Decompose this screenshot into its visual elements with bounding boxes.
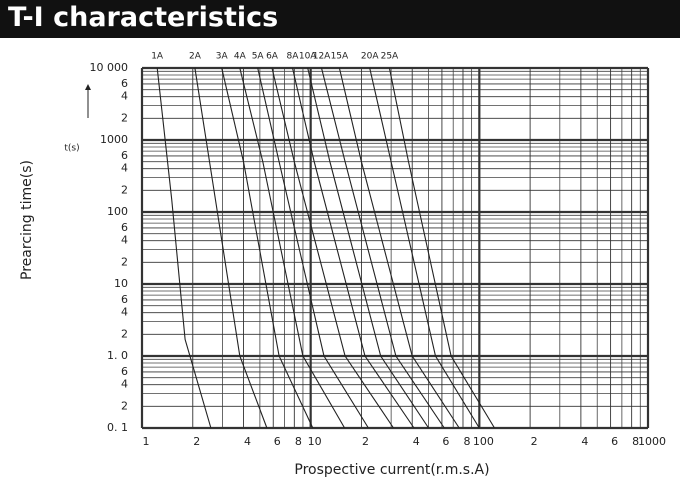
y-tick-label: 2 xyxy=(121,255,128,268)
curve xyxy=(239,67,346,429)
curve xyxy=(307,67,430,429)
x-tick-label: 4 xyxy=(413,435,420,448)
y-tick-label: 10 xyxy=(114,277,128,290)
y-tick-label: 0. 1 xyxy=(107,421,128,434)
x-tick-label: 6 xyxy=(611,435,618,448)
curve xyxy=(291,67,415,429)
y-tick-label: 4 xyxy=(121,234,128,247)
legend-label: 3A xyxy=(216,52,229,62)
y-tick-label: 4 xyxy=(121,378,128,391)
chart-title: T-I characteristics xyxy=(8,2,279,33)
curve xyxy=(338,67,460,429)
x-tick-label: 4 xyxy=(244,435,251,448)
x-tick-label: 2 xyxy=(531,435,538,448)
legend-label: 25A xyxy=(381,52,399,62)
x-tick-label: 4 xyxy=(581,435,588,448)
axis-arrow-head xyxy=(85,84,91,90)
curve xyxy=(156,67,212,429)
x-tick-label: 1000 xyxy=(638,435,666,448)
legend-label: 1A xyxy=(151,52,164,62)
y-tick-label: 6 xyxy=(121,77,128,90)
curve xyxy=(320,67,445,429)
x-tick-label: 2 xyxy=(193,435,200,448)
curve xyxy=(271,67,394,429)
y-tick-label: 2 xyxy=(121,399,128,412)
x-tick-label: 8 xyxy=(632,435,639,448)
y-tick-label: 10 000 xyxy=(90,61,129,74)
legend-label: 20A xyxy=(361,52,379,62)
legend-label: 8A xyxy=(287,52,300,62)
y-tick-label: 2 xyxy=(121,183,128,196)
x-tick-label: 8 xyxy=(295,435,302,448)
curve xyxy=(194,67,268,429)
y-tick-label: 2 xyxy=(121,327,128,340)
y-tick-label: 4 xyxy=(121,306,128,319)
legend-label: 15A xyxy=(331,52,349,62)
y-tick-label: 1000 xyxy=(100,133,128,146)
x-tick-label: 100 xyxy=(473,435,494,448)
y-tick-label: 6 xyxy=(121,293,128,306)
x-tick-label: 10 xyxy=(308,435,322,448)
y-tick-label: 4 xyxy=(121,162,128,175)
curve xyxy=(257,67,369,429)
y-tick-label: 4 xyxy=(121,90,128,103)
x-tick-label: 2 xyxy=(362,435,369,448)
curve xyxy=(221,67,314,429)
y-tick-label: 6 xyxy=(121,365,128,378)
y-tick-label: 100 xyxy=(107,205,128,218)
legend-label: 4A xyxy=(234,52,247,62)
y-axis-label: Prearcing time(s) xyxy=(19,160,35,280)
y-tick-label: 1. 0 xyxy=(107,349,128,362)
y-unit-label: t(s) xyxy=(64,144,79,154)
curve xyxy=(388,67,495,429)
legend-label: 5A xyxy=(252,52,265,62)
x-tick-label: 1 xyxy=(143,435,150,448)
x-tick-label: 6 xyxy=(274,435,281,448)
legend-label: 10A xyxy=(299,52,317,62)
y-tick-label: 2 xyxy=(121,111,128,124)
curve xyxy=(369,67,480,429)
x-tick-label: 8 xyxy=(463,435,470,448)
legend-label: 12A xyxy=(313,52,331,62)
legend-label: 2A xyxy=(189,52,202,62)
y-tick-label: 6 xyxy=(121,149,128,162)
legend-label: 6A xyxy=(266,52,279,62)
x-tick-label: 6 xyxy=(442,435,449,448)
x-axis-label: Prospective current(r.m.s.A) xyxy=(294,462,489,478)
header-bar: T-I characteristics xyxy=(0,0,680,38)
y-tick-label: 6 xyxy=(121,221,128,234)
